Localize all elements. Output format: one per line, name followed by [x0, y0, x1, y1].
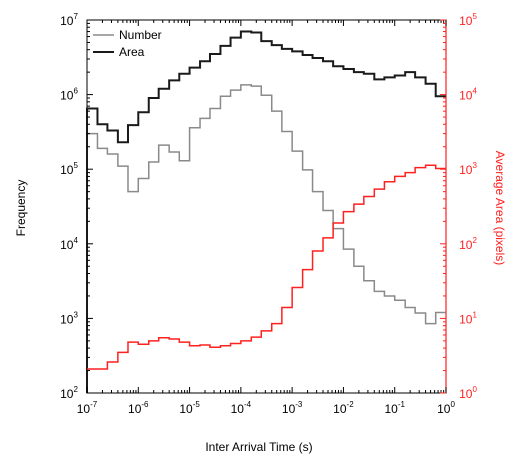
y2-tick-label: 102: [459, 236, 477, 252]
y-tick-label: 102: [60, 385, 78, 401]
series-number-line: [86, 84, 446, 393]
x-tick-label: 10-7: [77, 400, 98, 416]
x-tick-label: 10-2: [333, 400, 354, 416]
y-tick-label: 106: [60, 87, 78, 103]
x-tick-label: 10-1: [384, 400, 405, 416]
y-tick-label: 104: [60, 236, 78, 252]
x-tick-label: 10-3: [282, 400, 303, 416]
plot-area-border: [86, 19, 447, 394]
y2-tick-label: 105: [459, 12, 477, 28]
y2-tick-label: 104: [459, 87, 477, 103]
plot-frame: [86, 19, 447, 394]
y-tick-label: 103: [60, 310, 78, 326]
y2-axis-label: Average Area (pixels): [493, 151, 506, 266]
y2-tick-label: 101: [459, 310, 477, 326]
y-axis-right: 100 101 102 103 104 105: [440, 12, 477, 401]
x-tick-label: 10-5: [179, 400, 200, 416]
series-area-line: [86, 30, 446, 393]
series-layer: [86, 30, 446, 393]
series-average-area-line: [87, 164, 446, 370]
x-axis: 10-7 10-6 10-5 10-4 10-3 10-2 10-1 100: [77, 20, 455, 416]
x-axis-label: Inter Arrival Time (s): [205, 440, 312, 454]
y-axis-left: 102 103 104 105 106 107: [60, 12, 93, 401]
y2-tick-label: 100: [459, 385, 477, 401]
x-tick-label: 100: [437, 400, 455, 416]
x-tick-label: 10-6: [128, 400, 149, 416]
legend-number-label: Number: [119, 28, 162, 42]
y-tick-label: 107: [60, 12, 78, 28]
legend: Number Area: [93, 28, 162, 59]
legend-area-label: Area: [119, 45, 145, 59]
y-tick-label: 105: [60, 161, 78, 177]
y2-tick-label: 103: [459, 161, 477, 177]
y-axis-label: Frequency: [14, 180, 28, 237]
x-tick-label: 10-4: [231, 400, 252, 416]
